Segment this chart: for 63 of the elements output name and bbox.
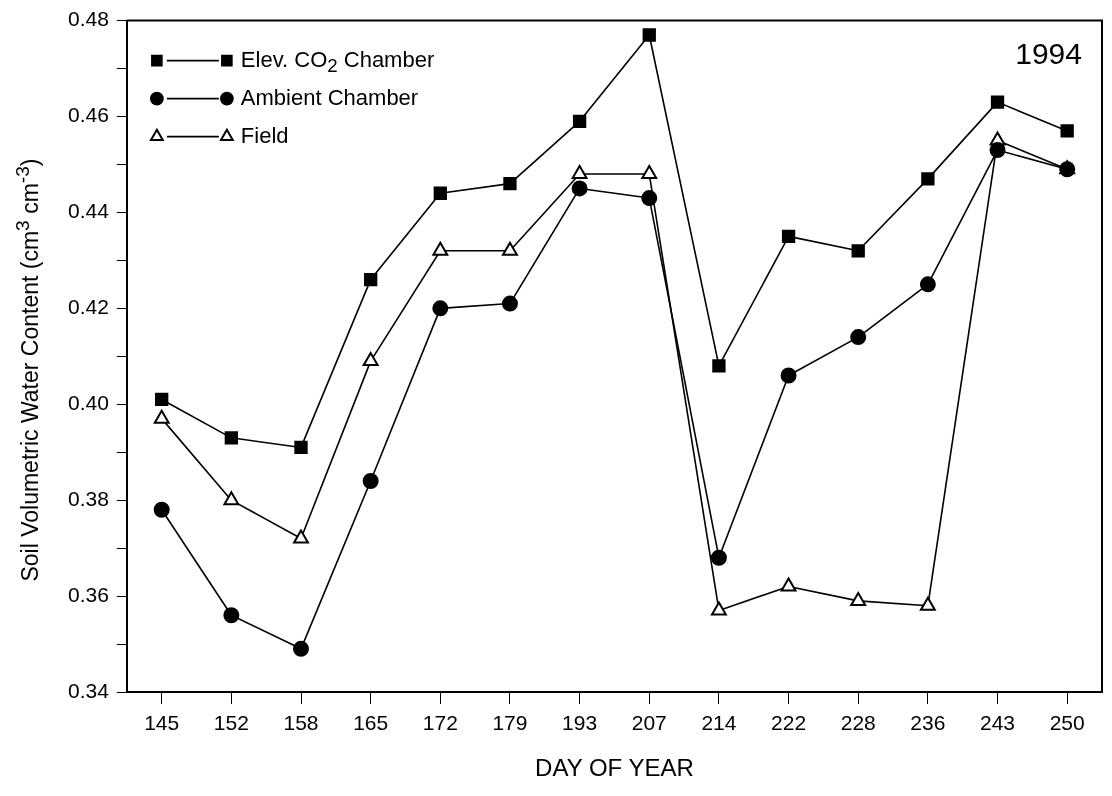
point — [572, 114, 587, 128]
y-tick-label: 0.40 — [68, 391, 109, 415]
point — [850, 591, 867, 606]
point — [364, 272, 378, 287]
point — [293, 640, 309, 657]
point — [223, 607, 240, 624]
point — [503, 177, 517, 191]
point — [921, 172, 935, 186]
x-tick-label: 179 — [492, 711, 528, 735]
x-tick-label: 228 — [840, 711, 876, 735]
point — [362, 472, 379, 489]
point — [501, 295, 518, 312]
point — [1060, 124, 1074, 138]
x-tick-label: 165 — [353, 711, 389, 735]
point — [224, 431, 239, 445]
point — [712, 359, 726, 373]
annotation: 1994 — [1015, 36, 1082, 70]
point — [293, 529, 309, 544]
legend-label: Ambient Chamber — [240, 84, 419, 110]
x-tick-label: 214 — [701, 711, 737, 735]
point — [571, 165, 588, 180]
point — [294, 440, 308, 455]
point — [153, 501, 170, 518]
point — [155, 392, 169, 407]
x-axis-title: DAY OF YEAR — [535, 754, 694, 782]
point — [710, 601, 727, 616]
y-tick-label: 0.36 — [68, 582, 109, 606]
x-tick-label: 236 — [910, 711, 946, 735]
point — [850, 329, 867, 346]
point — [362, 352, 379, 367]
point — [641, 165, 658, 180]
y-tick-label: 0.42 — [68, 295, 109, 319]
point — [990, 95, 1005, 109]
x-tick-label: 222 — [771, 711, 807, 735]
point — [432, 300, 449, 317]
point — [433, 186, 447, 200]
x-tick-label: 207 — [631, 711, 667, 735]
y-tick-label: 0.46 — [68, 103, 109, 127]
point — [919, 276, 936, 293]
point — [153, 409, 170, 424]
point — [571, 180, 588, 197]
point — [919, 596, 936, 611]
point — [780, 577, 797, 592]
y-tick-label: 0.44 — [68, 199, 110, 223]
point — [851, 244, 865, 258]
x-tick-label: 193 — [562, 711, 598, 735]
point — [223, 491, 240, 506]
x-tick-label: 172 — [422, 711, 458, 735]
y-tick-label: 0.34 — [68, 678, 110, 702]
x-tick-label: 152 — [213, 711, 249, 735]
point — [710, 549, 727, 566]
point — [642, 28, 656, 42]
point — [780, 367, 797, 384]
x-tick-label: 145 — [144, 711, 180, 735]
legend-label: Field — [240, 122, 289, 148]
x-tick-label: 243 — [980, 711, 1016, 735]
y-tick-label: 0.38 — [68, 486, 109, 510]
x-tick-label: 250 — [1049, 711, 1085, 735]
y-tick-label: 0.48 — [68, 7, 109, 31]
x-tick-label: 158 — [283, 711, 319, 735]
point — [989, 142, 1006, 159]
point — [641, 190, 658, 207]
point — [781, 229, 796, 244]
